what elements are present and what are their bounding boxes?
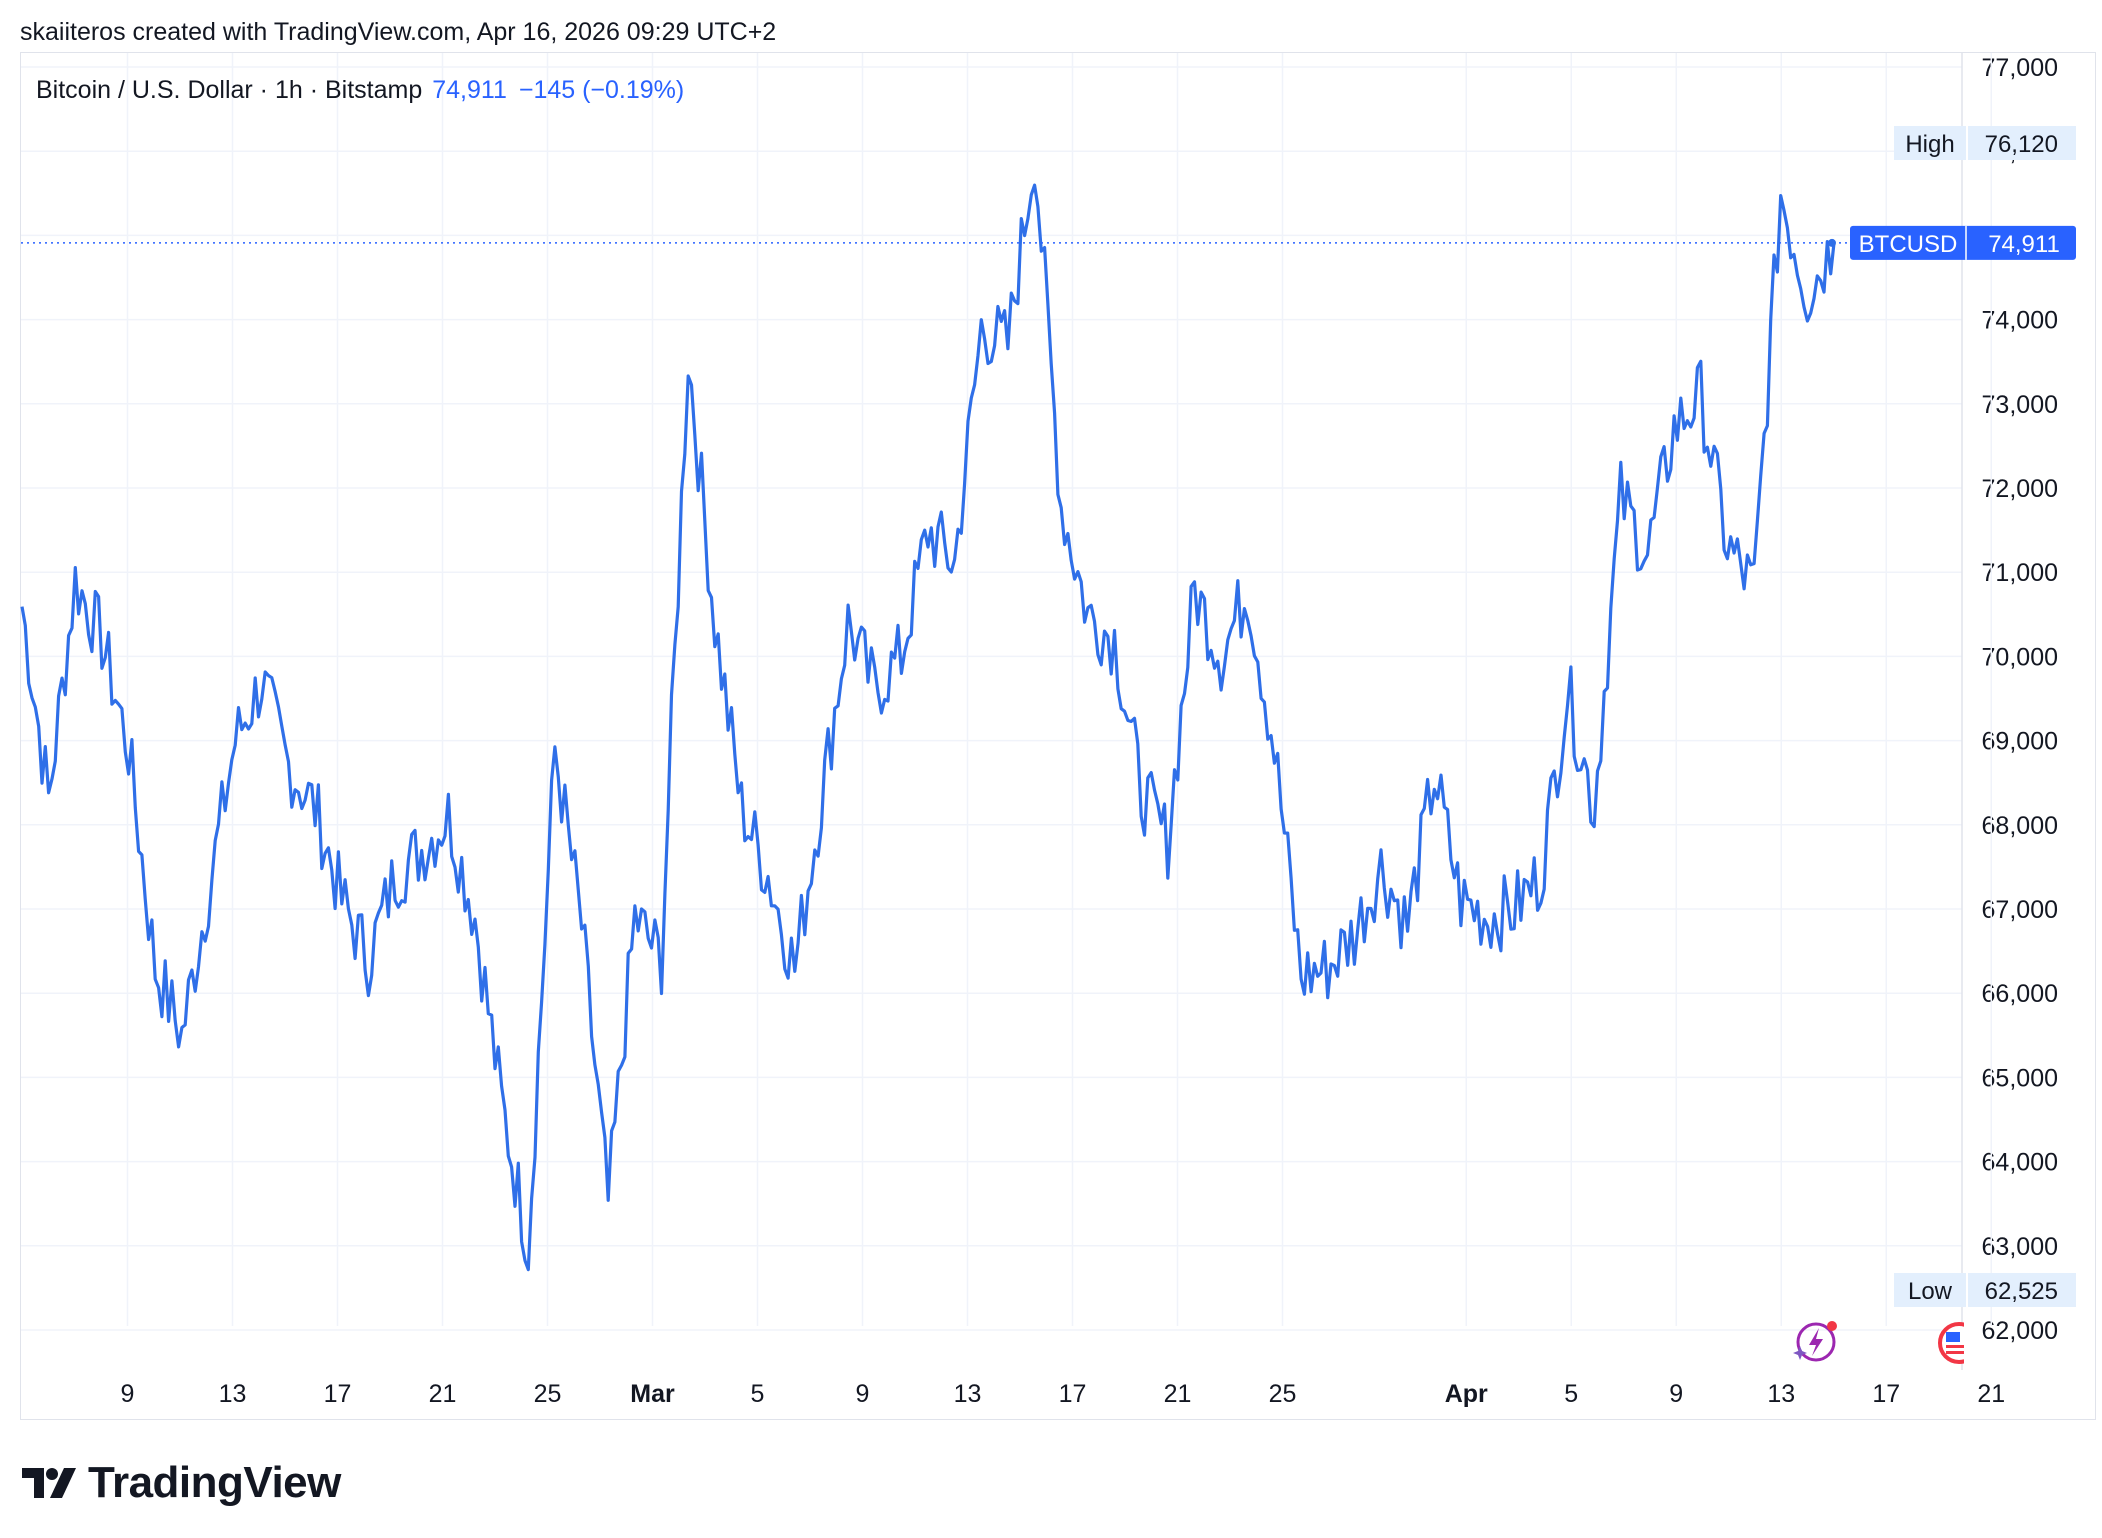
price-change: −145 (−0.19%) bbox=[518, 76, 685, 104]
x-tick-label: 17 bbox=[324, 1380, 352, 1408]
y-tick-label: 64,000 bbox=[1982, 1149, 2058, 1177]
y-tick-label: 72,000 bbox=[1982, 475, 2058, 503]
last-price-badge bbox=[1850, 225, 2076, 260]
high-label-bg bbox=[1894, 126, 1966, 160]
x-tick-label: 9 bbox=[856, 1380, 870, 1408]
x-tick-label: 17 bbox=[1059, 1380, 1087, 1408]
price-series-line bbox=[20, 183, 1836, 1272]
y-tick-label: 62,000 bbox=[1982, 1317, 2058, 1345]
y-tick-label: 65,000 bbox=[1982, 1064, 2058, 1092]
x-tick-label: 5 bbox=[751, 1380, 765, 1408]
x-tick-label: 9 bbox=[121, 1380, 135, 1408]
y-tick-label: 73,000 bbox=[1982, 391, 2058, 419]
tradingview-wordmark: TradingView bbox=[88, 1458, 341, 1507]
x-tick-label: 9 bbox=[1669, 1380, 1683, 1408]
x-tick-label: 5 bbox=[1564, 1380, 1578, 1408]
low-label: Low bbox=[1908, 1278, 1953, 1305]
x-tick-label: 21 bbox=[429, 1380, 457, 1408]
y-tick-label: 68,000 bbox=[1982, 812, 2058, 840]
x-tick-label: 13 bbox=[954, 1380, 982, 1408]
symbol-description: Bitcoin / U.S. Dollar · 1h · Bitstamp bbox=[36, 76, 423, 104]
y-tick-label: 70,000 bbox=[1982, 643, 2058, 671]
x-tick-label: 25 bbox=[1269, 1380, 1297, 1408]
y-tick-label: 63,000 bbox=[1982, 1233, 2058, 1261]
chart-frame bbox=[20, 52, 2096, 1420]
y-tick-label: 74,000 bbox=[1982, 307, 2058, 335]
y-tick-label: 77,000 bbox=[1982, 54, 2058, 82]
x-tick-label: 13 bbox=[1767, 1380, 1795, 1408]
low-value: 62,525 bbox=[1985, 1278, 2058, 1305]
y-tick-label: 69,000 bbox=[1982, 728, 2058, 756]
high-label: High bbox=[1905, 131, 1954, 158]
low-label-bg bbox=[1894, 1273, 1966, 1307]
x-tick-label: 25 bbox=[534, 1380, 562, 1408]
chart-attribution: skaiiteros created with TradingView.com,… bbox=[20, 18, 777, 46]
x-tick-label: Apr bbox=[1445, 1380, 1488, 1408]
x-tick-label: 13 bbox=[219, 1380, 247, 1408]
x-tick-label: 21 bbox=[1164, 1380, 1192, 1408]
last-price: 74,911 bbox=[432, 76, 507, 104]
last-ticker-label: BTCUSD bbox=[1859, 231, 1958, 258]
symbol-legend: Bitcoin / U.S. Dollar · 1h · Bitstamp 74,… bbox=[36, 76, 684, 105]
y-tick-label: 66,000 bbox=[1982, 980, 2058, 1008]
low-value-bg bbox=[1968, 1273, 2076, 1307]
y-tick-label: 67,000 bbox=[1982, 896, 2058, 924]
sparkle-lightning-icon[interactable] bbox=[1792, 1318, 1840, 1366]
x-tick-label: 17 bbox=[1872, 1380, 1900, 1408]
tradingview-logo[interactable]: TradingView bbox=[22, 1458, 341, 1508]
economic-calendar-flag-icon[interactable] bbox=[1936, 1320, 1964, 1366]
tradingview-logo-icon bbox=[22, 1468, 76, 1498]
last-price-dot bbox=[1828, 238, 1836, 247]
last-value-label: 74,911 bbox=[1988, 231, 2060, 258]
high-value-bg bbox=[1968, 126, 2076, 160]
y-tick-label: 71,000 bbox=[1982, 559, 2058, 587]
x-tick-label: Mar bbox=[630, 1380, 675, 1408]
high-value: 76,120 bbox=[1985, 131, 2058, 158]
x-tick-label: 21 bbox=[1977, 1380, 2005, 1408]
